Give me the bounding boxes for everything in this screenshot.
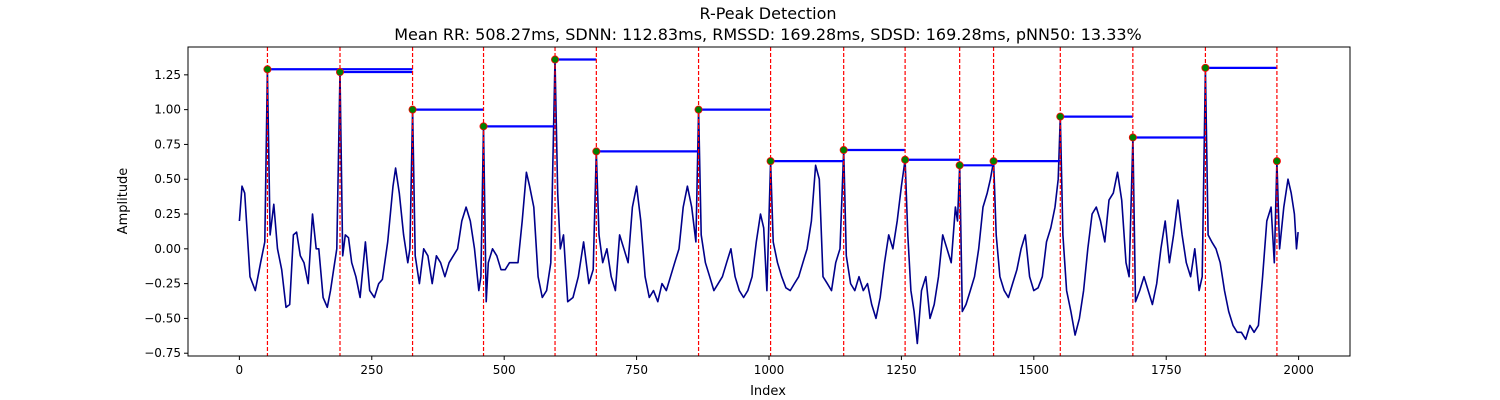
r-peak-point-8 [766, 157, 775, 166]
r-peak-point-9 [839, 145, 848, 154]
y-tick-label: 0.50 [154, 172, 181, 186]
r-peak-point-16 [1272, 157, 1281, 166]
x-axis-ticks: 0 250 500 750 1000 1250 1500 1750 2000 [236, 356, 1314, 377]
plot-area [238, 47, 1299, 356]
x-tick-label: 250 [360, 363, 383, 377]
plot-frame [187, 46, 1351, 357]
y-tick-label: 0.00 [154, 242, 181, 256]
x-tick-label: 1000 [754, 363, 785, 377]
ecg-signal-line [238, 58, 1299, 345]
r-peak-point-11 [955, 161, 964, 170]
r-peak-point-3 [408, 105, 417, 114]
y-tick-label: 0.75 [154, 137, 181, 151]
x-tick-label: 1750 [1151, 363, 1182, 377]
r-peak-point-7 [694, 105, 703, 114]
r-peak-point-6 [592, 147, 601, 156]
x-tick-label: 500 [493, 363, 516, 377]
chart-subtitle: Mean RR: 508.27ms, SDNN: 112.83ms, RMSSD… [394, 25, 1142, 44]
y-tick-label: −0.25 [144, 277, 181, 291]
r-peak-point-1 [263, 65, 272, 74]
y-tick-label: 1.25 [154, 68, 181, 82]
y-tick-label: −0.50 [144, 311, 181, 325]
x-tick-label: 2000 [1283, 363, 1314, 377]
y-tick-label: 0.25 [154, 207, 181, 221]
x-tick-label: 1250 [886, 363, 917, 377]
r-peak-point-13 [1056, 112, 1065, 121]
r-peak-point-12 [989, 157, 998, 166]
r-peak-point-5 [551, 55, 560, 64]
r-peak-point-15 [1201, 63, 1210, 72]
x-tick-label: 750 [625, 363, 648, 377]
chart-title: R-Peak Detection [699, 4, 836, 23]
r-peak-point-10 [901, 155, 910, 164]
r-peak-point-14 [1128, 133, 1137, 142]
x-tick-label: 1500 [1019, 363, 1050, 377]
y-tick-label: 1.00 [154, 103, 181, 117]
y-axis-ticks: −0.75 −0.50 −0.25 0.00 0.25 0.50 0.75 1.00 1.25 [144, 68, 188, 360]
y-axis-label: Amplitude [116, 168, 131, 235]
x-tick-label: 0 [236, 363, 244, 377]
r-peak-point-2 [336, 68, 345, 77]
x-axis-label: Index [750, 384, 786, 399]
y-tick-label: −0.75 [144, 346, 181, 360]
r-peak-point-4 [479, 122, 488, 131]
